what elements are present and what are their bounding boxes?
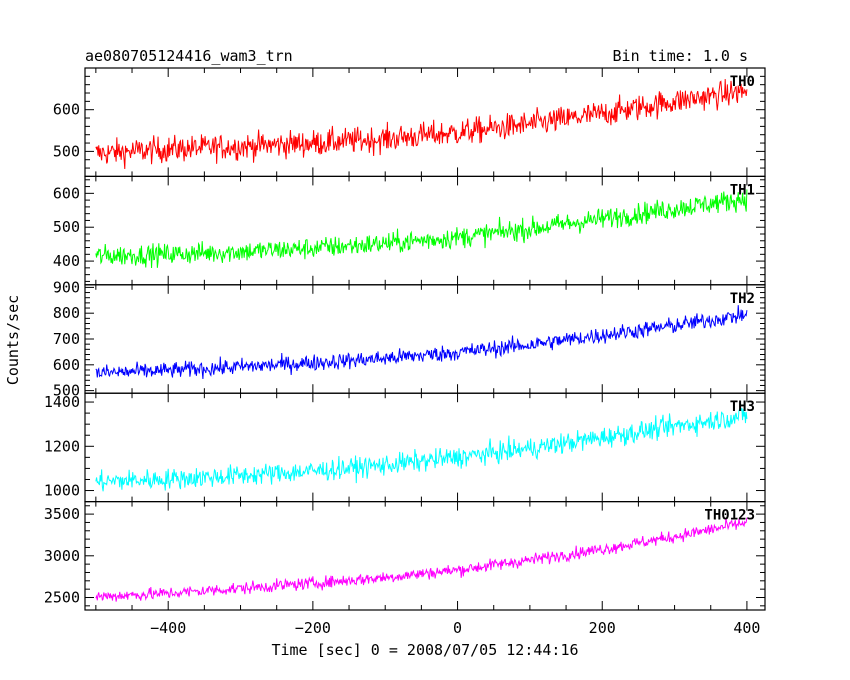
y-tick-label: 400 [53, 252, 80, 270]
panels-group: 500 600 TH0 400 500 600 TH1 500 600 700 800 900 TH2 1… [44, 67, 766, 611]
x-tick-label: −200 [295, 619, 331, 637]
y-tick-label: 700 [53, 330, 80, 348]
panel-frame [84, 392, 766, 503]
panel-th0123: 2500 3000 3500 TH0123 [44, 501, 766, 611]
y-tick-label: 500 [53, 382, 80, 400]
y-tick-label: 2500 [44, 588, 80, 606]
y-tick-label: 900 [53, 278, 80, 296]
x-axis: −400 −200 0 200 400 [150, 619, 760, 637]
y-tick-label: 1200 [44, 437, 80, 455]
series-th1-line [95, 189, 748, 268]
panel-label-th0: TH0 [730, 74, 755, 90]
panel-th0: 500 600 TH0 [53, 67, 766, 178]
panel-label-th1: TH1 [730, 182, 755, 198]
panel-label-th0123: TH0123 [704, 508, 755, 524]
panel-label-th3: TH3 [730, 399, 755, 415]
y-tick-label: 600 [53, 184, 80, 202]
y-tick-label: 3500 [44, 505, 80, 523]
header-bin-time: Bin time: 1.0 s [613, 47, 748, 65]
y-tick-label: 1400 [44, 393, 80, 411]
series-th0-line [95, 79, 748, 170]
panel-label-th2: TH2 [730, 291, 755, 307]
y-tick-label: 500 [53, 142, 80, 160]
series-th3-line [95, 407, 748, 492]
x-tick-label: 400 [733, 619, 760, 637]
y-tick-label: 800 [53, 304, 80, 322]
series-th2-line [95, 305, 748, 379]
panel-th3: 1000 1200 1400 TH3 [44, 392, 766, 503]
y-tick-label: 500 [53, 218, 80, 236]
y-tick-label: 1000 [44, 482, 80, 500]
header-title: ae080705124416_wam3_trn [85, 47, 293, 65]
x-tick-label: −400 [150, 619, 186, 637]
y-tick-label: 600 [53, 101, 80, 119]
y-tick-label: 600 [53, 356, 80, 374]
x-tick-label: 0 [453, 619, 462, 637]
x-tick-label: 200 [589, 619, 616, 637]
panel-th1: 400 500 600 TH1 [53, 175, 766, 286]
panel-frame [84, 284, 766, 394]
series-th0123-line [95, 517, 748, 602]
x-axis-title: Time [sec] 0 = 2008/07/05 12:44:16 [271, 641, 578, 659]
panel-frame [84, 175, 766, 286]
y-tick-label: 3000 [44, 547, 80, 565]
panel-th2: 500 600 700 800 900 TH2 [53, 278, 766, 400]
y-axis-title: Counts/sec [4, 295, 22, 385]
panel-frame [84, 501, 766, 611]
panel-frame [84, 67, 766, 178]
